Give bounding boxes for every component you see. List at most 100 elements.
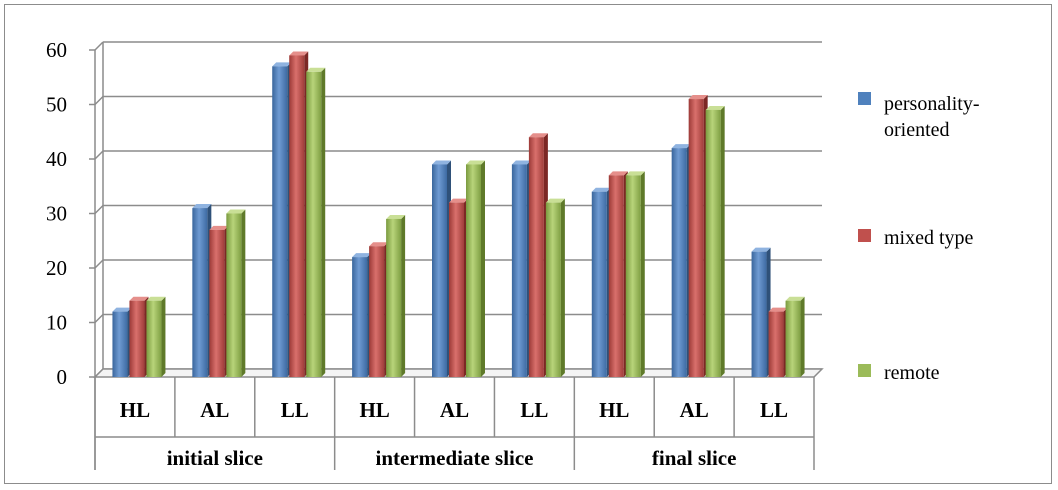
- bar-remote-4: [466, 160, 485, 377]
- bar-mixed type-7: [688, 95, 708, 378]
- bars: [112, 51, 805, 378]
- gridline-diagonal: [94, 150, 104, 160]
- legend-label: oriented: [884, 119, 950, 141]
- category-label: HL: [599, 398, 629, 422]
- y-tick-label: 10: [46, 311, 67, 335]
- bar-top: [209, 225, 229, 230]
- bar-front: [386, 218, 402, 377]
- bar-mixed type-1: [209, 225, 229, 377]
- bar-remote-8: [785, 296, 805, 377]
- bar-top: [386, 214, 406, 219]
- bar-top: [369, 242, 389, 247]
- bar-top: [768, 307, 788, 312]
- bar-mixed type-5: [528, 133, 548, 377]
- bar-side: [481, 160, 485, 377]
- bar-front: [192, 208, 208, 377]
- bar-remote-5: [545, 198, 565, 377]
- bar-side: [321, 67, 326, 378]
- bar-mixed type-8: [768, 307, 788, 377]
- bar-front: [671, 148, 687, 377]
- bar-mixed type-3: [369, 242, 389, 377]
- bar-remote-0: [146, 296, 166, 377]
- category-label: HL: [359, 398, 389, 422]
- y-tick-label: 60: [46, 38, 67, 62]
- bar-front: [112, 311, 128, 377]
- bar-top: [545, 198, 565, 203]
- bar-mixed type-2: [289, 51, 309, 377]
- legend-swatch: [858, 92, 871, 105]
- bar-front: [129, 300, 145, 377]
- bar-side: [720, 105, 725, 377]
- gridline-diagonal: [94, 95, 104, 106]
- legend-label: personality-: [884, 93, 980, 115]
- gridline-diagonal: [94, 259, 104, 269]
- bar-front: [289, 55, 305, 377]
- bar-top: [688, 95, 708, 100]
- bar-front: [352, 257, 368, 377]
- bar-remote-2: [306, 67, 326, 378]
- y-tick-label: 40: [46, 147, 67, 171]
- bar-top: [511, 160, 531, 165]
- bar-front: [591, 191, 607, 377]
- bar-mixed type-6: [608, 171, 628, 377]
- bar-front: [768, 311, 784, 377]
- bar-top: [129, 296, 149, 301]
- legend: personality-oriented mixed type remote: [858, 92, 980, 384]
- bar-personality-oriented-6: [591, 187, 611, 377]
- bar-front: [449, 202, 464, 377]
- bar-front: [306, 71, 322, 378]
- bar-side: [161, 296, 166, 377]
- bar-personality-oriented-4: [432, 160, 451, 377]
- bar-front: [608, 175, 624, 377]
- bar-top: [352, 253, 372, 258]
- gridline-diagonal: [94, 313, 104, 324]
- bar-front: [369, 246, 385, 377]
- bar-personality-oriented-3: [352, 253, 372, 377]
- bar-top: [671, 144, 691, 149]
- bar-personality-oriented-7: [671, 144, 691, 377]
- bar-front: [432, 164, 447, 377]
- category-label: AL: [200, 398, 229, 422]
- bar-side: [401, 214, 406, 377]
- bar-front: [511, 164, 527, 377]
- category-label: LL: [760, 398, 788, 422]
- bar-top: [112, 307, 132, 312]
- bar-remote-7: [705, 105, 725, 377]
- group-label: initial slice: [167, 446, 263, 470]
- y-tick-label: 20: [46, 256, 67, 280]
- bar-personality-oriented-0: [112, 307, 132, 377]
- bar-side: [560, 198, 565, 377]
- bar-top: [751, 247, 771, 252]
- bar-personality-oriented-8: [751, 247, 771, 377]
- legend-swatch: [858, 364, 871, 377]
- bar-front: [705, 109, 721, 377]
- y-tick-label: 0: [57, 365, 68, 389]
- legend-label: remote: [884, 362, 940, 384]
- bar-personality-oriented-1: [192, 204, 212, 377]
- gridline-diagonal: [94, 204, 104, 215]
- legend-item: mixed type: [858, 227, 974, 249]
- bar-top: [528, 133, 548, 138]
- bar-front: [466, 164, 481, 377]
- bar-remote-6: [625, 171, 645, 377]
- category-label: AL: [440, 398, 469, 422]
- bar-front: [785, 300, 801, 377]
- bar-top: [432, 160, 451, 165]
- bar-top: [226, 209, 246, 214]
- group-label: final slice: [652, 446, 737, 470]
- category-label: AL: [680, 398, 709, 422]
- bar-front: [688, 99, 704, 378]
- legend-item: remote: [858, 362, 940, 384]
- bar-remote-1: [226, 209, 246, 377]
- bar-front: [751, 251, 767, 377]
- bar-personality-oriented-2: [272, 62, 292, 377]
- bar-mixed type-4: [449, 198, 468, 377]
- bar-front: [146, 300, 162, 377]
- bar-side: [241, 209, 246, 377]
- bar-top: [466, 160, 485, 165]
- bar-front: [625, 175, 641, 377]
- bar-front: [272, 66, 288, 377]
- axis-labels: 0 10 20 30 40 50 60 HL AL LL HL AL LL HL AL LL initial s…: [46, 38, 788, 470]
- bar-top: [608, 171, 628, 176]
